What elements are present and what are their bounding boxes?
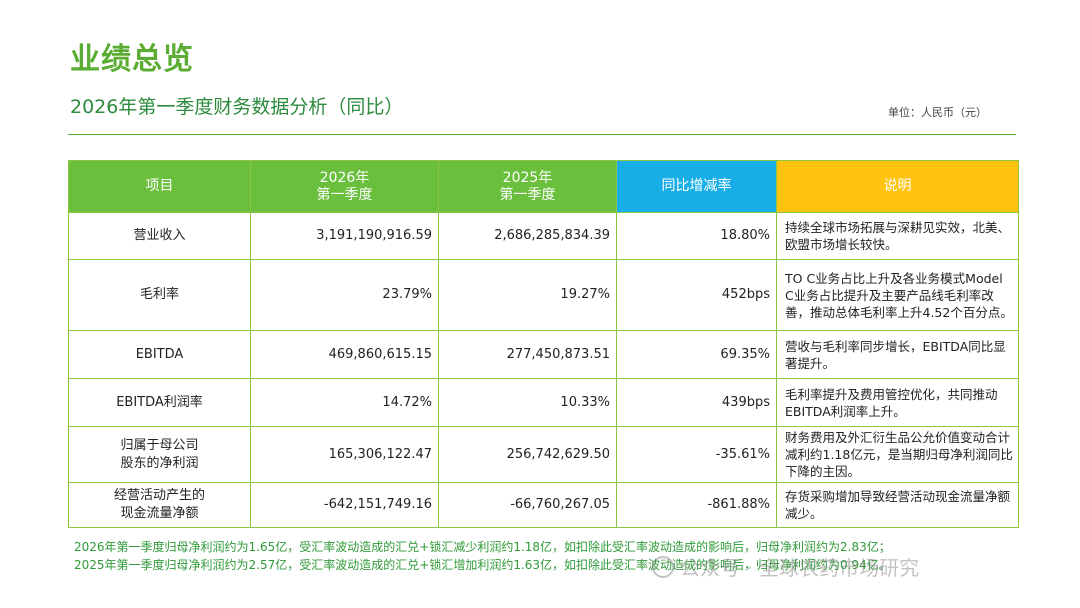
cell-2026: 3,191,190,916.59 <box>250 212 439 260</box>
col-header-yoy: 同比增减率 <box>616 160 777 213</box>
row-item-line1: 毛利率 <box>139 287 179 302</box>
cell-yoy: 69.35% <box>616 330 777 379</box>
cell-2025: 277,450,873.51 <box>438 330 617 379</box>
row-item: EBITDA <box>68 330 251 379</box>
header-divider <box>68 134 1016 135</box>
cell-2025: -66,760,267.05 <box>438 482 617 528</box>
col-header-2025-quarter: 第一季度 <box>499 186 556 203</box>
col-header-2025-year: 2025年 <box>502 169 553 186</box>
row-item: 经营活动产生的 现金流量净额 <box>68 482 251 528</box>
cell-2025: 256,742,629.50 <box>438 426 617 483</box>
footnote-2025: 2025年第一季度归母净利润约为2.57亿，受汇率波动造成的汇兑+锁汇增加利润约… <box>74 558 891 572</box>
footnote-2026: 2026年第一季度归母净利润约为1.65亿，受汇率波动造成的汇兑+锁汇减少利润约… <box>74 540 891 554</box>
table-row: 毛利率 23.79% 19.27% 452bps TO C业务占比上升及各业务模… <box>68 259 1019 331</box>
cell-note: 毛利率提升及费用管控优化，共同推动EBITDA利润率上升。 <box>776 378 1019 427</box>
cell-yoy: 18.80% <box>616 212 777 260</box>
table-row: EBITDA利润率 14.72% 10.33% 439bps 毛利率提升及费用管… <box>68 378 1019 427</box>
cell-note: 财务费用及外汇衍生品公允价值变动合计减利约1.18亿元，是当期归母净利润同比下降… <box>776 426 1019 483</box>
cell-yoy: -35.61% <box>616 426 777 483</box>
cell-2025: 10.33% <box>438 378 617 427</box>
table-row: EBITDA 469,860,615.15 277,450,873.51 69.… <box>68 330 1019 379</box>
row-item-line1: 归属于母公司 <box>120 437 199 453</box>
financial-table: 项目 2026年 第一季度 2025年 第一季度 同比增减率 说明 营业收入 3… <box>68 160 1019 528</box>
row-item-line1: 营业收入 <box>133 228 186 243</box>
page-title: 业绩总览 <box>70 42 194 77</box>
watermark: 公众号 · 全球农药市场研究 <box>652 552 919 581</box>
col-header-2026-year: 2026年 <box>319 169 370 186</box>
row-item-line2: 股东的净利润 <box>120 455 199 471</box>
row-item-line1: EBITDA <box>135 346 184 362</box>
cell-yoy: -861.88% <box>616 482 777 528</box>
cell-note: 持续全球市场拓展与深耕见实效，北美、欧盟市场增长较快。 <box>776 212 1019 260</box>
table-row: 营业收入 3,191,190,916.59 2,686,285,834.39 1… <box>68 212 1019 260</box>
col-header-2026: 2026年 第一季度 <box>250 160 439 213</box>
table-header-row: 项目 2026年 第一季度 2025年 第一季度 同比增减率 说明 <box>68 160 1019 213</box>
cell-note: TO C业务占比上升及各业务模式Model C业务占比提升及主要产品线毛利率改善… <box>776 259 1019 331</box>
table-row: 经营活动产生的 现金流量净额 -642,151,749.16 -66,760,2… <box>68 482 1019 528</box>
wechat-icon <box>652 556 674 578</box>
cell-2025: 19.27% <box>438 259 617 331</box>
col-header-item: 项目 <box>68 160 251 213</box>
row-item-line2: 现金流量净额 <box>120 506 199 521</box>
cell-2026: -642,151,749.16 <box>250 482 439 528</box>
row-item: 毛利率 <box>68 259 251 331</box>
page-subtitle: 2026年第一季度财务数据分析（同比） <box>70 96 404 118</box>
cell-note: 营收与毛利率同步增长，EBITDA同比显著提升。 <box>776 330 1019 379</box>
cell-2026: 14.72% <box>250 378 439 427</box>
cell-note: 存货采购增加导致经营活动现金流量净额减少。 <box>776 482 1019 528</box>
col-header-2025: 2025年 第一季度 <box>438 160 617 213</box>
row-item: EBITDA利润率 <box>68 378 251 427</box>
watermark-text: 公众号 · 全球农药市场研究 <box>680 556 920 580</box>
cell-2026: 165,306,122.47 <box>250 426 439 483</box>
row-item-line1: EBITDA利润率 <box>116 394 203 410</box>
cell-yoy: 439bps <box>616 378 777 427</box>
cell-yoy: 452bps <box>616 259 777 331</box>
cell-2026: 469,860,615.15 <box>250 330 439 379</box>
currency-unit: 单位：人民币（元） <box>888 106 987 119</box>
col-header-note: 说明 <box>776 160 1019 213</box>
table-row: 归属于母公司 股东的净利润 165,306,122.47 256,742,629… <box>68 426 1019 483</box>
row-item: 归属于母公司 股东的净利润 <box>68 426 251 483</box>
col-header-2026-quarter: 第一季度 <box>316 186 373 203</box>
row-item-line1: 经营活动产生的 <box>113 488 205 503</box>
cell-2025: 2,686,285,834.39 <box>438 212 617 260</box>
cell-2026: 23.79% <box>250 259 439 331</box>
row-item: 营业收入 <box>68 212 251 260</box>
